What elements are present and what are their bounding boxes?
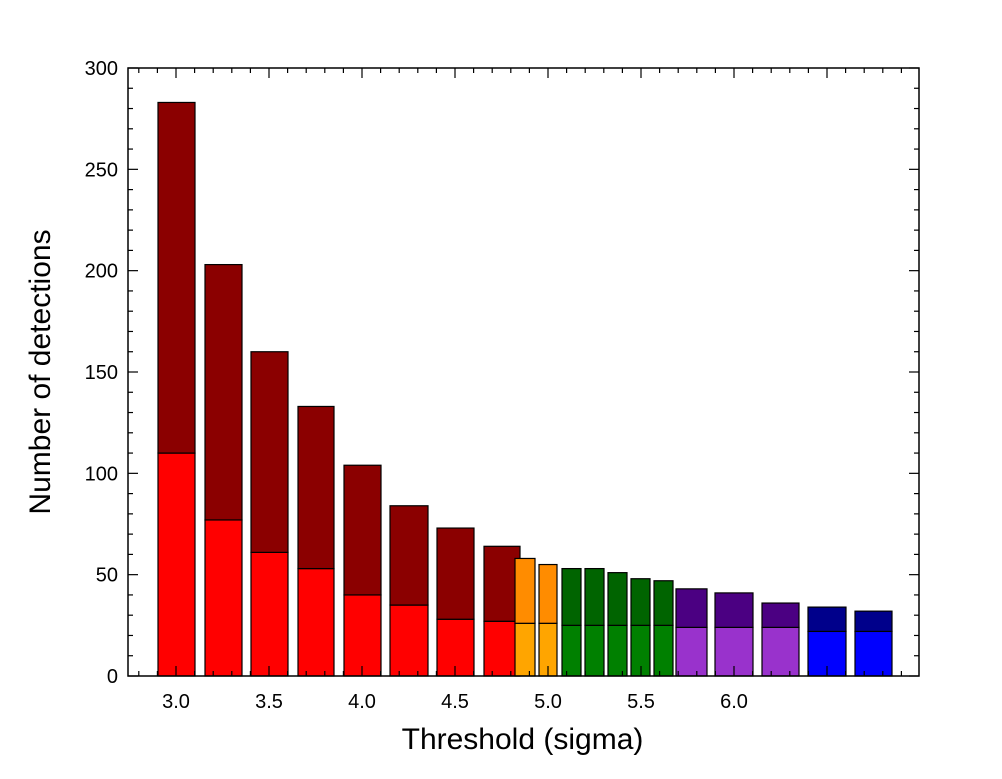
y-tick-label: 300 (85, 58, 118, 80)
bar-lower-segment (250, 551, 289, 677)
bar-upper-segment (675, 588, 708, 628)
bar-upper-segment (483, 545, 521, 622)
x-tick-label: 3.0 (162, 691, 190, 713)
bar-upper-segment (297, 405, 335, 570)
x-tick-label: 4.0 (348, 691, 376, 713)
y-tick-label: 50 (96, 565, 118, 587)
bar-upper-segment (436, 527, 475, 620)
y-tick-label: 0 (107, 666, 118, 688)
bar-upper-segment (157, 101, 196, 454)
bar-lower-segment (561, 624, 582, 677)
axis-ticks (128, 67, 919, 677)
x-tick-label: 3.5 (255, 691, 283, 713)
bar-lower-segment (297, 567, 335, 677)
x-tick-label: 5.5 (627, 691, 655, 713)
bar-lower-segment (483, 620, 521, 677)
bar-upper-segment (389, 505, 429, 606)
x-tick-label: 5.0 (534, 691, 562, 713)
bar-upper-segment (714, 592, 754, 628)
bar-lower-segment (343, 594, 382, 677)
bar-lower-segment (854, 630, 893, 677)
bar-upper-segment (204, 263, 243, 521)
x-tick-label: 6.0 (720, 691, 748, 713)
y-tick-label: 250 (85, 159, 118, 181)
bar-lower-segment (761, 626, 800, 677)
y-tick-label: 100 (85, 463, 118, 485)
bars-group (157, 101, 893, 677)
bar-upper-segment (538, 563, 558, 624)
x-axis-title: Threshold (sigma) (402, 723, 644, 756)
tick-labels: 0 50 100 150 200 250 300 3.0 3.5 4.0 4.5 5.0 5.5 6.0 (85, 58, 748, 713)
bar-upper-segment (514, 557, 536, 624)
bar-lower-segment (584, 624, 605, 677)
bar-lower-segment (607, 624, 628, 677)
bar-lower-segment (389, 604, 429, 677)
bar-upper-segment (584, 567, 605, 626)
y-axis-title: Number of detections (24, 229, 57, 514)
y-tick-label: 150 (85, 362, 118, 384)
bar-upper-segment (561, 567, 582, 626)
bar-upper-segment (343, 464, 382, 596)
bar-lower-segment (653, 624, 674, 677)
bar-lower-segment (204, 519, 243, 677)
bar-upper-segment (630, 578, 651, 626)
bar-lower-segment (514, 622, 536, 677)
bar-upper-segment (807, 606, 847, 633)
bar-upper-segment (854, 610, 893, 633)
y-tick-label: 200 (85, 261, 118, 283)
bar-upper-segment (653, 580, 674, 626)
bar-upper-segment (607, 572, 628, 626)
bar-upper-segment (250, 351, 289, 553)
bar-upper-segment (761, 602, 800, 628)
bar-lower-segment (157, 452, 196, 677)
bar-lower-segment (675, 626, 708, 677)
x-tick-label: 4.5 (441, 691, 469, 713)
